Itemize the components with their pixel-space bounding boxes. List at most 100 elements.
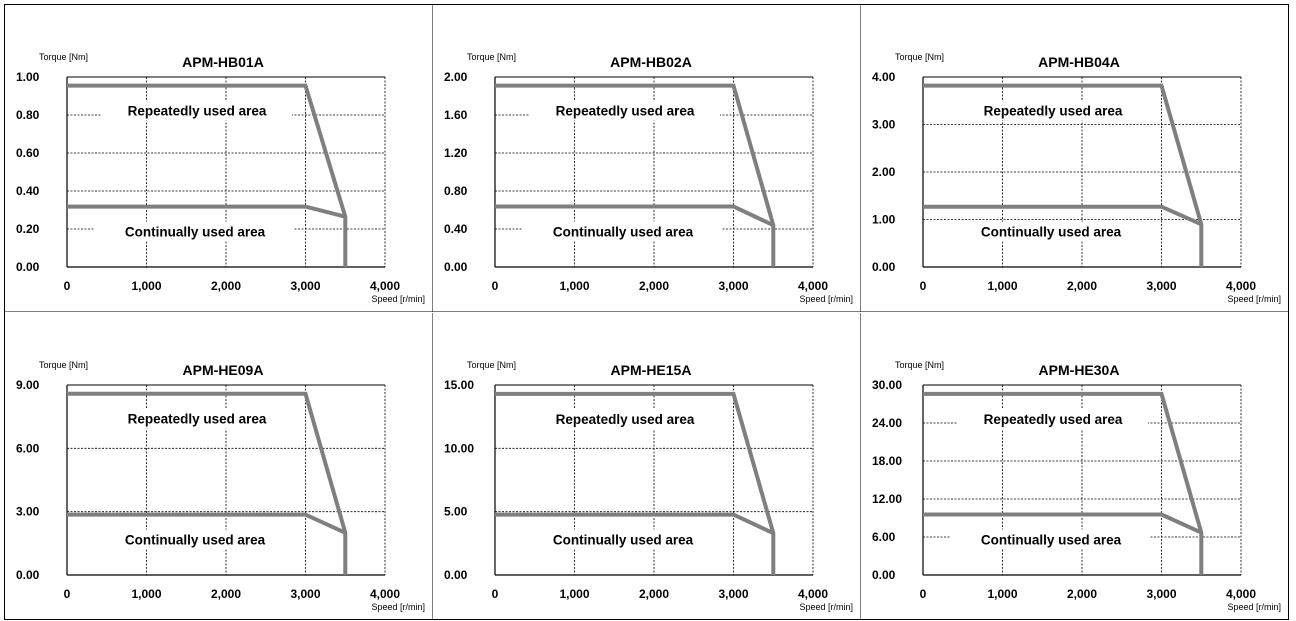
chart-title: APM-HB04A [1038,54,1120,70]
y-tick-label: 0.20 [16,222,40,236]
y-axis-unit-label: Torque [Nm] [895,52,944,62]
y-tick-label: 1.00 [872,213,896,227]
chart-title: APM-HB01A [182,54,264,70]
y-tick-label: 3.00 [872,118,896,132]
label-backdrop [951,221,1149,242]
continual-area-label: Continually used area [981,533,1122,548]
y-tick-label: 0.00 [16,260,40,274]
x-tick-label: 0 [64,279,71,293]
y-tick-label: 30.00 [872,378,902,392]
y-axis-unit-label: Torque [Nm] [39,52,88,62]
x-tick-label: 4,000 [370,587,400,601]
chart-svg: 0.00 5.00 10.00 15.00 0 1,000 2,000 3,000 4,000 R… [444,313,861,620]
label-backdrop [530,100,720,121]
torque-chart-apm-hb04a: 0.00 1.00 2.00 3.00 4.00 0 1,000 2,000 3,000 4,00… [861,5,1289,312]
chart-svg: 0.00 0.20 0.40 0.60 0.80 1.00 0 1,000 2,000 3,000… [5,5,433,312]
label-backdrop [95,529,293,550]
y-tick-label: 3.00 [16,505,40,519]
repeated-torque-curve [67,83,348,267]
x-tick-label: 2,000 [639,279,669,293]
chart-svg: 0.00 3.00 6.00 9.00 0 1,000 2,000 3,000 4,000 Rep… [16,313,433,620]
repeated-torque-curve [923,391,1204,575]
x-tick-label: 3,000 [718,587,748,601]
y-tick-label: 24.00 [872,416,902,430]
torque-chart-apm-hb01a: 0.00 0.20 0.40 0.60 0.80 1.00 0 1,000 2,000 3,000… [5,5,433,312]
x-tick-label: 1,000 [559,587,589,601]
continual-area-label: Continually used area [981,225,1122,240]
y-tick-label: 1.00 [16,70,40,84]
y-tick-label: 0.80 [444,184,468,198]
y-tick-label: 0.60 [16,146,40,160]
label-backdrop [523,221,721,242]
y-tick-label: 0.00 [444,260,468,274]
continuous-torque-curve [67,512,347,535]
y-tick-label: 0.00 [16,568,40,582]
x-tick-label: 2,000 [1067,587,1097,601]
y-tick-label: 0.00 [444,568,468,582]
y-tick-label: 9.00 [16,378,40,392]
chart-svg: 0.00 0.40 0.80 1.20 1.60 2.00 0 1,000 2,000 3,000… [433,5,861,312]
label-backdrop [958,408,1148,429]
x-tick-label: 4,000 [1226,587,1256,601]
continuous-torque-curve [495,512,775,536]
y-tick-label: 15.00 [444,378,474,392]
y-tick-label: 6.00 [16,441,40,455]
x-tick-label: 2,000 [211,587,241,601]
y-tick-label: 0.40 [16,184,40,198]
repeated-area-label: Repeatedly used area [984,412,1123,427]
x-tick-label: 0 [492,587,499,601]
torque-chart-apm-hb02a: 0.00 0.40 0.80 1.20 1.60 2.00 0 1,000 2,000 3,000… [433,5,861,312]
y-tick-label: 6.00 [872,530,896,544]
repeated-area-label: Repeatedly used area [128,412,267,427]
x-tick-label: 1,000 [987,279,1017,293]
x-axis-unit-label: Speed [r/min] [371,602,425,612]
torque-chart-apm-he15a: 0.00 5.00 10.00 15.00 0 1,000 2,000 3,000 4,000 R… [433,313,861,620]
repeated-torque-curve [67,391,348,575]
continuous-torque-curve [923,204,1203,227]
x-tick-label: 3,000 [718,279,748,293]
repeated-torque-curve [923,83,1204,267]
x-tick-label: 1,000 [131,279,161,293]
chart-grid: 0.00 0.20 0.40 0.60 0.80 1.00 0 1,000 2,000 3,000… [4,4,1289,620]
y-tick-label: 12.00 [872,492,902,506]
y-tick-label: 1.60 [444,108,468,122]
repeated-torque-curve [495,83,776,267]
y-tick-label: 0.80 [16,108,40,122]
x-axis-unit-label: Speed [r/min] [799,602,853,612]
y-axis-unit-label: Torque [Nm] [895,360,944,370]
x-tick-label: 3,000 [1146,587,1176,601]
y-tick-label: 4.00 [872,70,896,84]
repeated-area-label: Repeatedly used area [984,104,1123,119]
chart-title: APM-HE09A [183,362,264,378]
continual-area-label: Continually used area [125,225,266,240]
y-tick-label: 0.40 [444,222,468,236]
x-tick-label: 3,000 [290,587,320,601]
continuous-torque-curve [923,512,1203,535]
label-backdrop [95,221,293,242]
y-tick-label: 18.00 [872,454,902,468]
continual-area-label: Continually used area [125,533,266,548]
continuous-torque-curve [495,204,775,228]
chart-svg: 0.00 6.00 12.00 18.00 24.00 30.00 0 1,000 2,000 3… [872,360,1281,612]
x-tick-label: 2,000 [211,279,241,293]
torque-chart-apm-he09a: 0.00 3.00 6.00 9.00 0 1,000 2,000 3,000 4,000 Rep… [5,313,433,620]
y-tick-label: 10.00 [444,441,474,455]
chart-title: APM-HE15A [611,362,692,378]
x-axis-unit-label: Speed [r/min] [1227,602,1281,612]
x-tick-label: 1,000 [559,279,589,293]
y-tick-label: 0.00 [872,260,896,274]
chart-title: APM-HE30A [1039,362,1120,378]
x-axis-unit-label: Speed [r/min] [371,294,425,304]
chart-svg: 0.00 1.00 2.00 3.00 4.00 0 1,000 2,000 3,000 4,00… [861,52,1289,312]
x-axis-unit-label: Speed [r/min] [1227,294,1281,304]
label-backdrop [951,529,1149,550]
x-tick-label: 1,000 [987,587,1017,601]
x-tick-label: 2,000 [639,587,669,601]
continual-area-label: Continually used area [553,533,694,548]
y-axis-unit-label: Torque [Nm] [39,360,88,370]
x-tick-label: 4,000 [798,587,828,601]
chart-title: APM-HB02A [610,54,692,70]
continual-area-label: Continually used area [553,224,694,239]
torque-chart-apm-he30a: 0.00 6.00 12.00 18.00 24.00 30.00 0 1,000 2,000 3… [861,313,1289,620]
y-tick-label: 1.20 [444,146,468,160]
